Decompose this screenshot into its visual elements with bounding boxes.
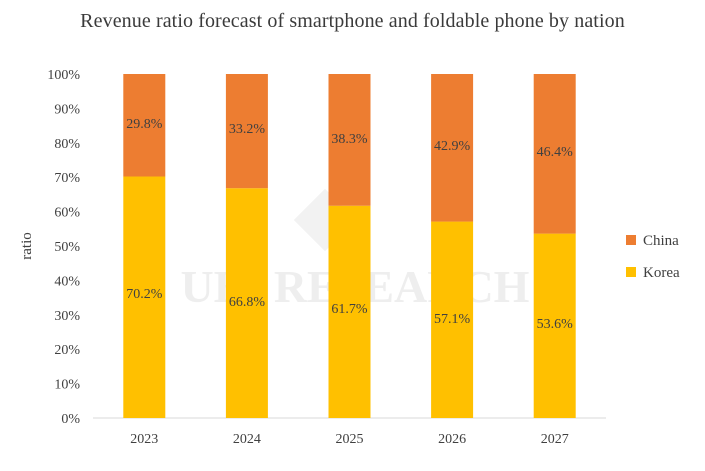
y-tick-label: 20% bbox=[54, 343, 80, 358]
x-tick-label: 2023 bbox=[130, 432, 158, 447]
legend-swatch-china bbox=[626, 235, 636, 245]
y-tick-label: 30% bbox=[54, 309, 80, 324]
data-label-china: 33.2% bbox=[229, 122, 266, 137]
y-tick-label: 100% bbox=[47, 68, 80, 83]
bar-china-2027 bbox=[533, 74, 576, 234]
data-label-korea: 66.8% bbox=[229, 295, 266, 310]
legend-label-korea: Korea bbox=[643, 265, 680, 281]
data-label-korea: 57.1% bbox=[434, 312, 471, 327]
data-label-korea: 61.7% bbox=[331, 302, 368, 317]
y-axis-label: ratio bbox=[19, 232, 35, 260]
data-label-china: 29.8% bbox=[126, 117, 163, 132]
data-label-china: 38.3% bbox=[331, 132, 368, 147]
y-tick-label: 0% bbox=[61, 412, 80, 427]
y-tick-label: 90% bbox=[54, 102, 80, 117]
data-label-china: 46.4% bbox=[537, 145, 574, 160]
bar-china-2024 bbox=[225, 74, 268, 189]
y-tick-label: 80% bbox=[54, 137, 80, 152]
bar-korea-2026 bbox=[431, 221, 474, 418]
bar-korea-2024 bbox=[225, 188, 268, 418]
y-tick-label: 10% bbox=[54, 378, 80, 393]
bar-korea-2027 bbox=[533, 233, 576, 418]
bar-korea-2025 bbox=[328, 205, 371, 418]
y-tick-label: 60% bbox=[54, 206, 80, 221]
chart-title: Revenue ratio forecast of smartphone and… bbox=[80, 10, 625, 32]
x-tick-label: 2027 bbox=[541, 432, 569, 447]
y-tick-label: 40% bbox=[54, 274, 80, 289]
data-label-china: 42.9% bbox=[434, 139, 471, 154]
bar-china-2023 bbox=[123, 74, 166, 177]
y-tick-label: 50% bbox=[54, 240, 80, 255]
x-tick-label: 2026 bbox=[438, 432, 466, 447]
bar-china-2025 bbox=[328, 74, 371, 206]
x-tick-label: 2025 bbox=[336, 432, 364, 447]
legend-label-china: China bbox=[643, 233, 679, 249]
bar-china-2026 bbox=[431, 74, 474, 222]
bar-korea-2023 bbox=[123, 176, 166, 418]
x-tick-label: 2024 bbox=[233, 432, 261, 447]
legend-swatch-korea bbox=[626, 267, 636, 277]
data-label-korea: 70.2% bbox=[126, 287, 163, 302]
data-label-korea: 53.6% bbox=[537, 317, 574, 332]
y-tick-label: 70% bbox=[54, 171, 80, 186]
